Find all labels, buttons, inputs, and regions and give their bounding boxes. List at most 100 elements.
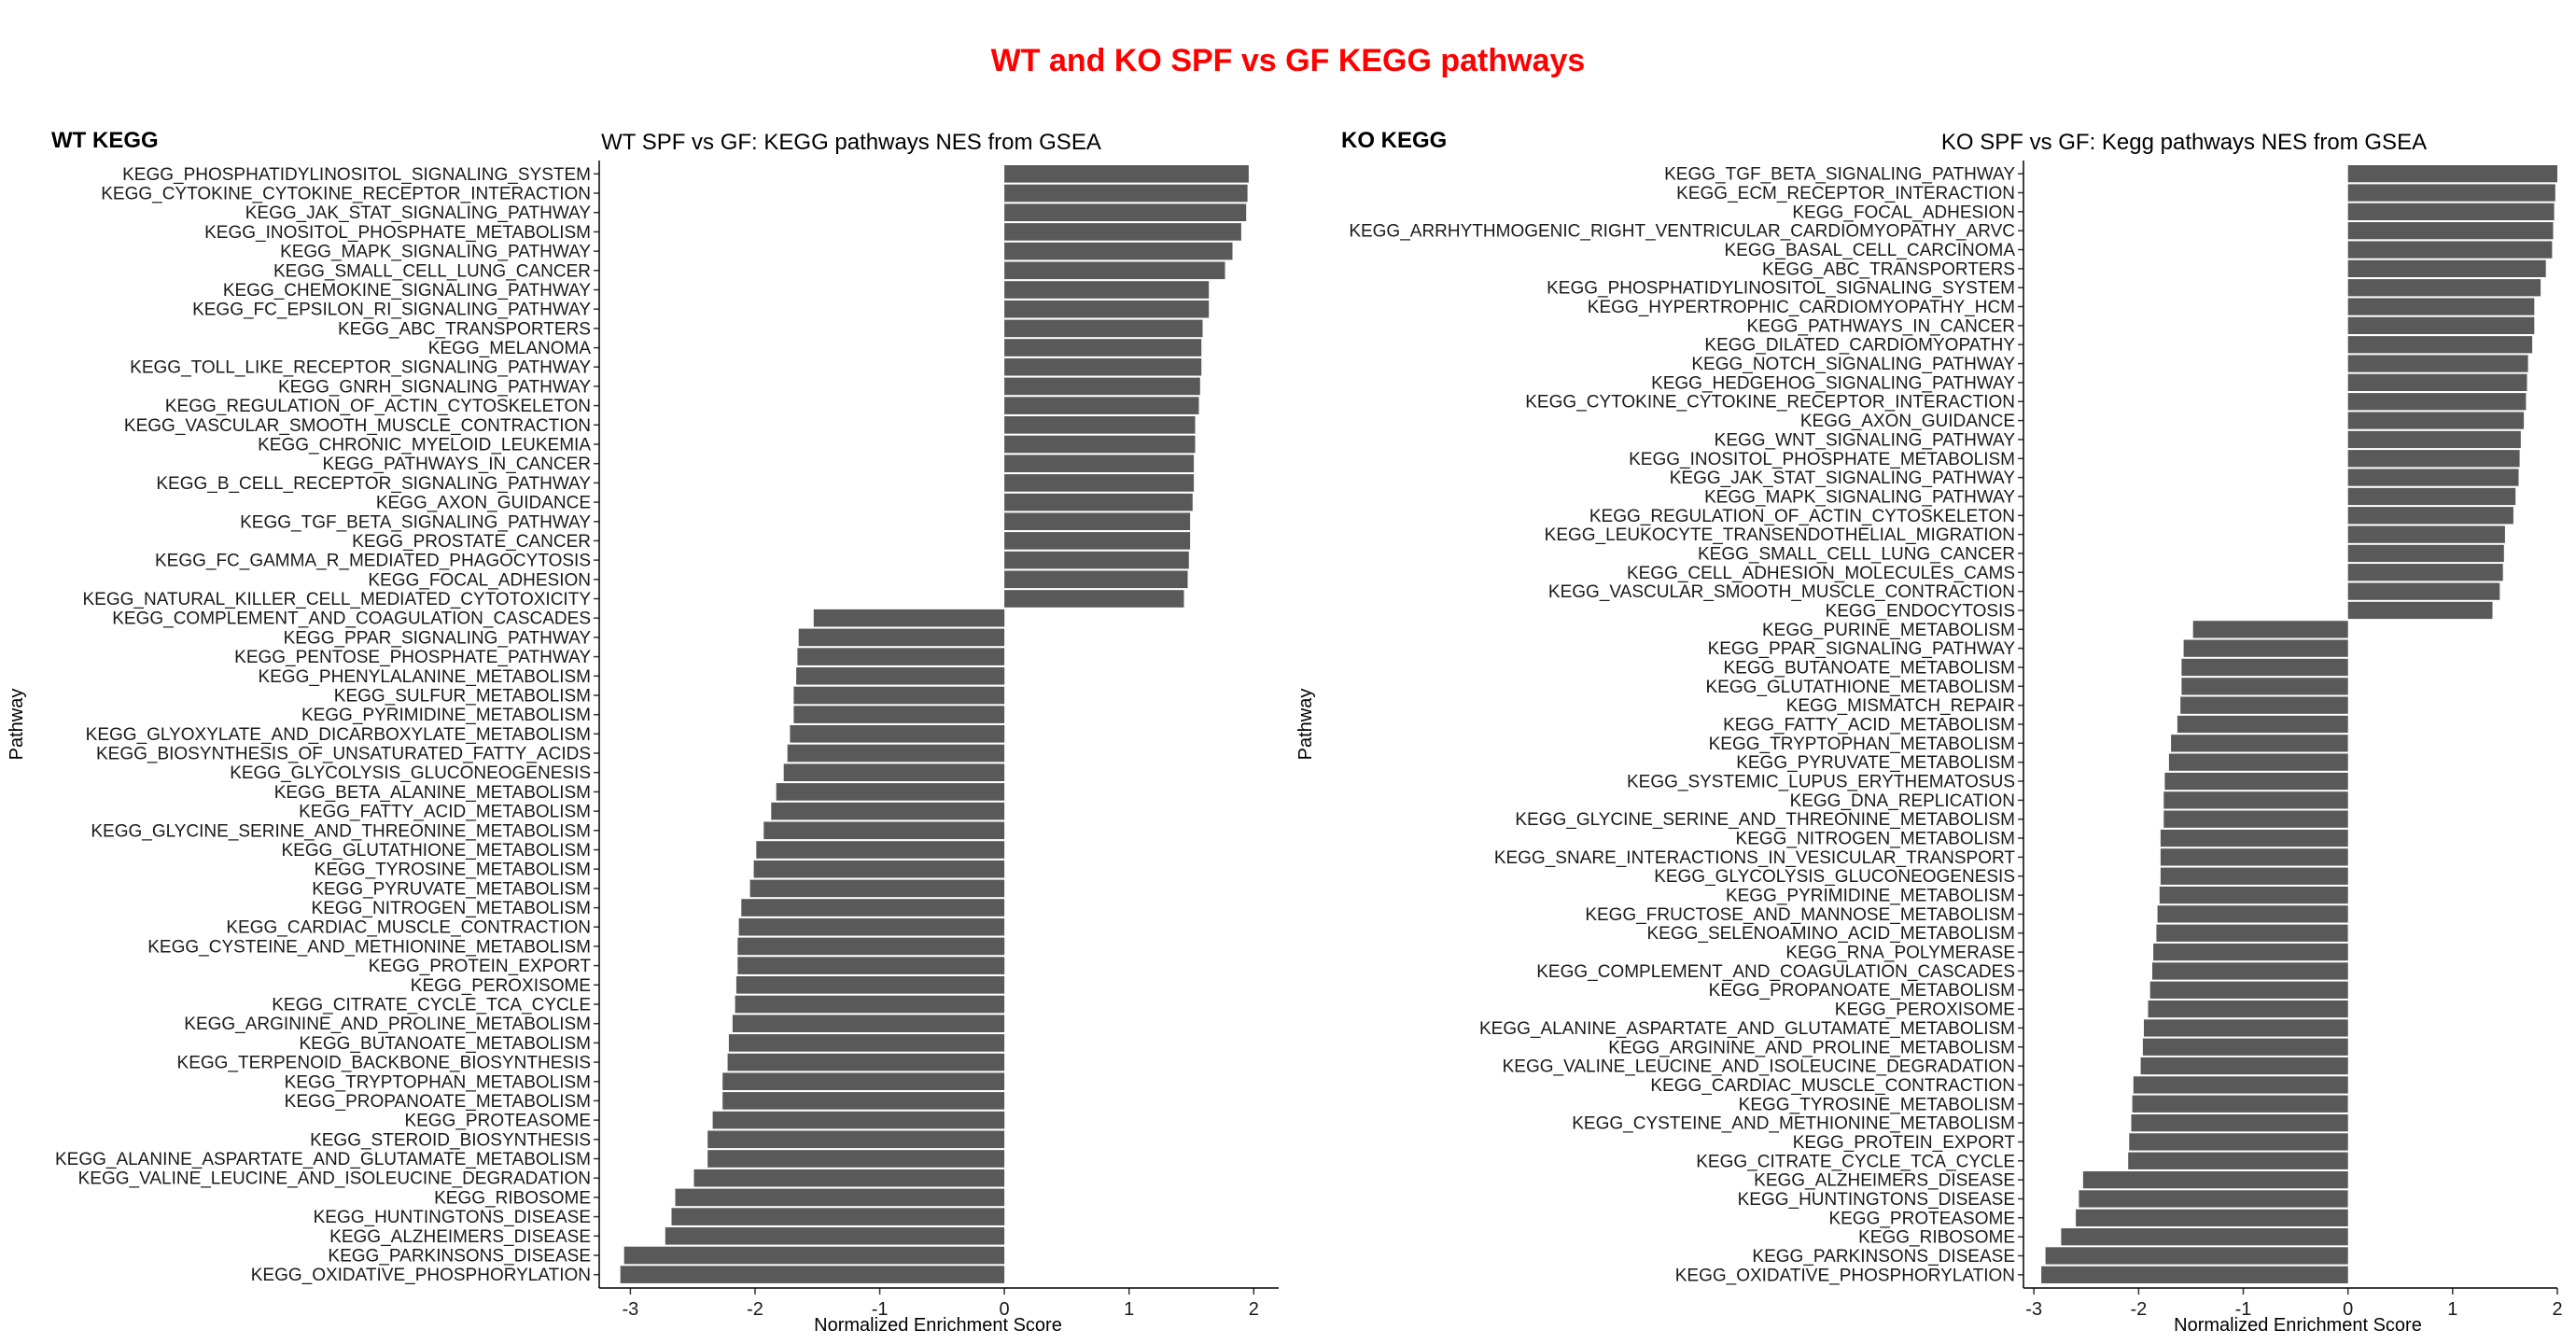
x-axis-title-wt: Normalized Enrichment Score (814, 1315, 1062, 1336)
category-label-ko-25: KEGG_PPAR_SIGNALING_PATHWAY (1708, 639, 2016, 659)
panel-tag-wt: WT KEGG (51, 128, 159, 153)
bar-ko-36 (2160, 848, 2348, 866)
bar-ko-18 (2347, 507, 2513, 525)
category-label-ko-20: KEGG_SMALL_CELL_LUNG_CANCER (1698, 544, 2015, 564)
category-label-ko-8: KEGG_PATHWAYS_IN_CANCER (1746, 316, 2015, 336)
category-label-wt-31: KEGG_GLYCOLYSIS_GLUCONEOGENESIS (230, 763, 591, 783)
category-label-ko-19: KEGG_LEUKOCYTE_TRANSENDOTHELIAL_MIGRATIO… (1545, 525, 2015, 545)
bar-wt-56 (623, 1246, 1005, 1265)
category-label-ko-30: KEGG_TRYPTOPHAN_METABOLISM (1709, 735, 2015, 754)
category-label-wt-27: KEGG_SULFUR_METABOLISM (334, 687, 591, 707)
bar-ko-34 (2163, 810, 2348, 828)
bar-ko-44 (2148, 1000, 2348, 1018)
category-label-ko-33: KEGG_DNA_REPLICATION (1790, 791, 2015, 811)
category-label-wt-23: KEGG_COMPLEMENT_AND_COAGULATION_CASCADES (112, 609, 591, 629)
bar-ko-27 (2181, 678, 2348, 695)
bar-ko-21 (2347, 564, 2503, 581)
category-label-ko-12: KEGG_CYTOKINE_CYTOKINE_RECEPTOR_INTERACT… (1525, 393, 2015, 413)
category-label-ko-28: KEGG_MISMATCH_REPAIR (1786, 696, 2015, 716)
category-label-wt-0: KEGG_PHOSPHATIDYLINOSITOL_SIGNALING_SYST… (122, 165, 591, 185)
category-label-ko-56: KEGG_RIBOSOME (1858, 1228, 2015, 1248)
category-label-ko-26: KEGG_BUTANOATE_METABOLISM (1723, 659, 2015, 679)
bar-ko-52 (2128, 1152, 2348, 1169)
bar-ko-42 (2152, 962, 2348, 980)
category-label-wt-54: KEGG_HUNTINGTONS_DISEASE (314, 1208, 591, 1227)
bar-ko-55 (2076, 1209, 2348, 1226)
bar-ko-5 (2347, 259, 2546, 277)
bar-ko-45 (2144, 1019, 2348, 1037)
category-label-wt-7: KEGG_FC_EPSILON_RI_SIGNALING_PATHWAY (192, 301, 591, 320)
bar-wt-21 (1004, 570, 1188, 589)
bars-ko (2041, 165, 2557, 1283)
category-label-wt-42: KEGG_PEROXISOME (411, 976, 591, 996)
bar-wt-18 (1004, 512, 1191, 530)
category-label-wt-9: KEGG_MELANOMA (428, 339, 592, 358)
bar-ko-49 (2132, 1095, 2348, 1113)
category-label-ko-14: KEGG_WNT_SIGNALING_PATHWAY (1715, 430, 2016, 450)
category-label-ko-17: KEGG_MAPK_SIGNALING_PATHWAY (1704, 487, 2015, 507)
category-label-wt-29: KEGG_GLYOXYLATE_AND_DICARBOXYLATE_METABO… (86, 725, 591, 745)
bar-wt-44 (732, 1015, 1005, 1032)
category-label-wt-55: KEGG_ALZHEIMERS_DISEASE (329, 1227, 591, 1247)
category-label-wt-47: KEGG_TRYPTOPHAN_METABOLISM (285, 1072, 591, 1092)
category-label-ko-7: KEGG_HYPERTROPHIC_CARDIOMYOPATHY_HCM (1588, 298, 2015, 317)
bar-wt-48 (722, 1092, 1005, 1110)
bar-ko-33 (2163, 791, 2348, 809)
bar-wt-35 (756, 841, 1005, 859)
category-label-ko-46: KEGG_ARGININE_AND_PROLINE_METABOLISM (1608, 1038, 2015, 1057)
bar-ko-17 (2347, 487, 2516, 506)
bar-wt-25 (797, 648, 1005, 665)
x-tick-label-wt-5: 2 (1249, 1299, 1259, 1320)
bar-wt-31 (783, 763, 1005, 781)
bar-wt-20 (1004, 551, 1189, 569)
category-label-wt-21: KEGG_FOCAL_ADHESION (368, 570, 591, 590)
x-tick-label-wt-0: -3 (623, 1299, 639, 1320)
category-label-wt-10: KEGG_TOLL_LIKE_RECEPTOR_SIGNALING_PATHWA… (130, 358, 591, 378)
plot-title-ko: KO SPF vs GF: Kegg pathways NES from GSE… (1941, 130, 2427, 155)
bar-ko-3 (2347, 222, 2554, 240)
category-label-ko-54: KEGG_HUNTINGTONS_DISEASE (1738, 1190, 2015, 1210)
category-label-ko-40: KEGG_SELENOAMINO_ACID_METABOLISM (1646, 924, 2015, 944)
category-label-ko-21: KEGG_CELL_ADHESION_MOLECULES_CAMS (1627, 564, 2015, 583)
category-label-wt-5: KEGG_SMALL_CELL_LUNG_CANCER (273, 261, 591, 281)
x-tick-label-ko-5: 2 (2552, 1299, 2562, 1320)
x-tick-label-ko-0: -3 (2025, 1299, 2042, 1320)
category-label-wt-28: KEGG_PYRIMIDINE_METABOLISM (301, 706, 591, 725)
category-label-ko-42: KEGG_COMPLEMENT_AND_COAGULATION_CASCADES (1536, 962, 2015, 982)
category-label-wt-34: KEGG_GLYCINE_SERINE_AND_THREONINE_METABO… (91, 821, 591, 841)
category-label-wt-36: KEGG_TYROSINE_METABOLISM (315, 861, 591, 880)
bar-ko-12 (2347, 393, 2527, 411)
bar-ko-14 (2347, 430, 2521, 449)
category-label-wt-12: KEGG_REGULATION_OF_ACTIN_CYTOSKELETON (165, 397, 591, 416)
bar-ko-9 (2347, 336, 2533, 354)
bar-ko-20 (2347, 544, 2504, 563)
category-label-ko-23: KEGG_ENDOCYTOSIS (1826, 602, 2015, 622)
bar-ko-51 (2129, 1133, 2348, 1151)
bar-wt-57 (620, 1266, 1005, 1283)
category-label-ko-51: KEGG_PROTEIN_EXPORT (1793, 1133, 2016, 1153)
bar-ko-54 (2079, 1190, 2348, 1208)
bar-wt-26 (796, 667, 1005, 685)
category-label-wt-2: KEGG_JAK_STAT_SIGNALING_PATHWAY (245, 203, 592, 223)
y-axis-title-wt: Pathway (7, 689, 27, 761)
bar-wt-15 (1004, 455, 1195, 472)
category-label-ko-0: KEGG_TGF_BETA_SIGNALING_PATHWAY (1664, 165, 2015, 185)
category-label-ko-53: KEGG_ALZHEIMERS_DISEASE (1754, 1171, 2015, 1191)
bar-ko-8 (2347, 316, 2535, 334)
bar-ko-43 (2149, 981, 2348, 999)
bar-wt-19 (1004, 532, 1191, 550)
category-label-wt-35: KEGG_GLUTATHIONE_METABOLISM (281, 841, 591, 861)
bar-wt-28 (793, 706, 1005, 723)
bar-wt-12 (1004, 397, 1199, 414)
category-label-wt-4: KEGG_MAPK_SIGNALING_PATHWAY (280, 243, 591, 262)
bar-wt-52 (693, 1169, 1005, 1187)
category-label-wt-16: KEGG_B_CELL_RECEPTOR_SIGNALING_PATHWAY (156, 474, 591, 494)
category-label-wt-56: KEGG_PARKINSONS_DISEASE (328, 1247, 591, 1267)
category-label-ko-1: KEGG_ECM_RECEPTOR_INTERACTION (1676, 184, 2015, 203)
bar-wt-8 (1004, 319, 1203, 338)
category-label-ko-37: KEGG_GLYCOLYSIS_GLUCONEOGENESIS (1654, 867, 2015, 887)
category-label-wt-45: KEGG_BUTANOATE_METABOLISM (299, 1034, 591, 1054)
category-labels-wt: KEGG_PHOSPHATIDYLINOSITOL_SIGNALING_SYST… (55, 165, 599, 1285)
category-label-wt-15: KEGG_PATHWAYS_IN_CANCER (322, 455, 591, 474)
bar-wt-54 (671, 1208, 1005, 1225)
